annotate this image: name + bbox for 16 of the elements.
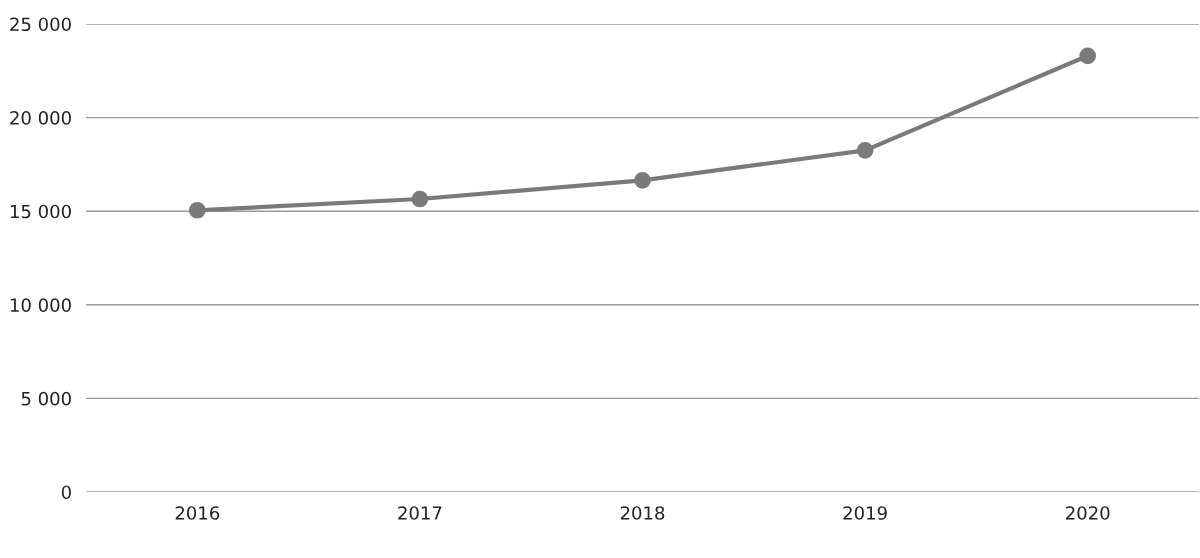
y-tick-label: 25 000 (10, 17, 71, 32)
point (188, 201, 206, 219)
point (411, 190, 429, 208)
x-tick-label: 2020 (1066, 506, 1110, 520)
x-tick-label: 2018 (620, 506, 665, 520)
y-tick-label: 15 000 (10, 204, 71, 219)
y-tick-label: 5 000 (21, 391, 71, 406)
y-tick-label: 10 000 (10, 298, 71, 312)
point (634, 171, 651, 189)
x-tick-label: 2019 (843, 506, 887, 520)
y-tick-label: 0 (61, 485, 71, 500)
point (856, 142, 874, 159)
x-tick-label: 2016 (175, 506, 220, 520)
y-tick-label: 20 000 (10, 111, 71, 125)
point (1079, 47, 1097, 65)
x-tick-label: 2017 (398, 506, 442, 520)
